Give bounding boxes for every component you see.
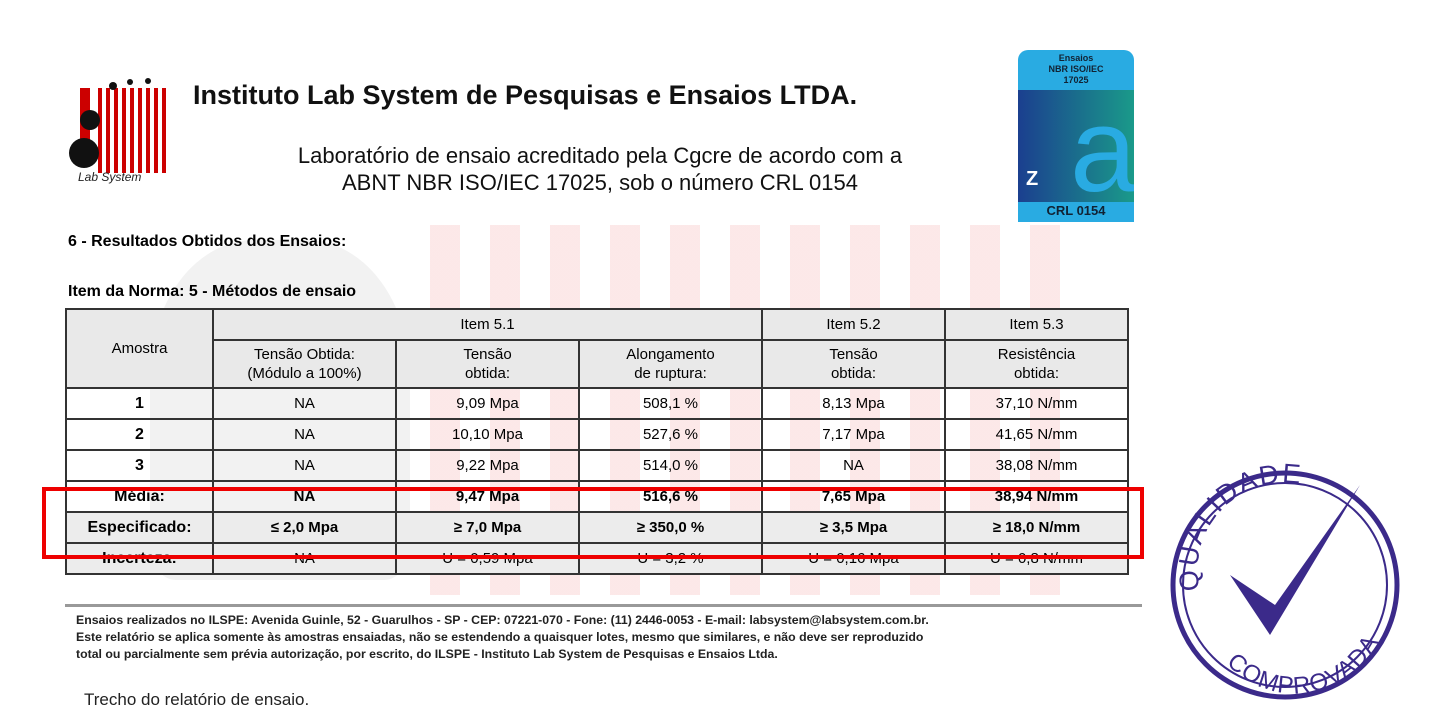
header-group: Item 5.3 — [944, 308, 1129, 341]
row-label: Média: — [65, 480, 214, 513]
table-cell: 38,94 N/mm — [944, 480, 1129, 513]
row-label: 1 — [65, 387, 214, 420]
seal-a-mark: a Z — [1018, 90, 1134, 202]
section-title: 6 - Resultados Obtidos dos Ensaios: — [68, 233, 347, 250]
table-cell: 8,13 Mpa — [761, 387, 946, 420]
table-cell: 38,08 N/mm — [944, 449, 1129, 482]
footer-line: total ou parcialmente sem prévia autoriz… — [76, 647, 778, 661]
subtitle-line-1: Laboratório de ensaio acreditado pela Cg… — [297, 143, 903, 168]
svg-text:QUALIDADE: QUALIDADE — [1173, 458, 1304, 592]
footer-line: Ensaios realizados no ILSPE: Avenida Gui… — [76, 613, 929, 627]
table-row: Média: NA 9,47 Mpa 516,6 % 7,65 Mpa 38,94 N/m… — [65, 480, 1129, 513]
table-cell: 527,6 % — [578, 418, 763, 451]
accreditation-text: Laboratório de ensaio acreditado pela Cg… — [200, 142, 1000, 196]
table-cell: 37,10 N/mm — [944, 387, 1129, 420]
item-norma: Item da Norma: 5 - Métodos de ensaio — [68, 283, 357, 300]
lab-system-logo: Lab System — [68, 78, 178, 188]
table-row: 2 NA 10,10 Mpa 527,6 % 7,17 Mpa 41,65 N/mm — [65, 418, 1129, 451]
seal-line: NBR ISO/IEC — [1048, 64, 1104, 74]
footer-note: Ensaios realizados no ILSPE: Avenida Gui… — [76, 612, 929, 663]
table-cell: ≥ 350,0 % — [578, 511, 763, 544]
quality-stamp: QUALIDADE COMPROVADA — [1160, 455, 1410, 705]
table-cell: NA — [761, 449, 946, 482]
results-table: Amostra Item 5.1 Item 5.2 Item 5.3 Tensã… — [65, 308, 1129, 575]
footer-line: Este relatório se aplica somente às amos… — [76, 630, 924, 644]
seal-code: CRL 0154 — [1046, 203, 1106, 218]
table-cell: NA — [212, 418, 397, 451]
subtitle-line-2: ABNT NBR ISO/IEC 17025, sob o número CRL… — [341, 170, 859, 195]
table-cell: ≤ 2,0 Mpa — [212, 511, 397, 544]
caption: Trecho do relatório de ensaio. — [84, 690, 310, 709]
table-row: Especificado: ≤ 2,0 Mpa ≥ 7,0 Mpa ≥ 350,0 %… — [65, 511, 1129, 544]
subheader: Tensão Obtida: (Módulo a 100%) — [212, 339, 397, 389]
subheader: Resistência obtida: — [944, 339, 1129, 389]
seal-line: 17025 — [1063, 75, 1089, 85]
header-group: Item 5.1 — [212, 308, 763, 341]
table-cell: NA — [212, 480, 397, 513]
institute-title: Instituto Lab System de Pesquisas e Ensa… — [193, 80, 858, 110]
header-group: Item 5.2 — [761, 308, 946, 341]
subheader: Tensão obtida: — [395, 339, 580, 389]
accreditation-seal: Ensaios NBR ISO/IEC 17025 a Z CRL 0154 — [1018, 50, 1134, 222]
svg-text:Lab System: Lab System — [78, 170, 141, 184]
row-label: 3 — [65, 449, 214, 482]
table-cell: 9,22 Mpa — [395, 449, 580, 482]
table-cell: ≥ 7,0 Mpa — [395, 511, 580, 544]
table-cell: ≥ 3,5 Mpa — [761, 511, 946, 544]
table-row: 1 NA 9,09 Mpa 508,1 % 8,13 Mpa 37,10 N/mm — [65, 387, 1129, 420]
header-label: Amostra — [111, 340, 168, 357]
check-mark-icon — [1230, 485, 1360, 635]
table-cell: NA — [212, 449, 397, 482]
subheader: Tensão obtida: — [761, 339, 946, 389]
table-cell: 514,0 % — [578, 449, 763, 482]
table-cell: NA — [212, 387, 397, 420]
table-cell: 10,10 Mpa — [395, 418, 580, 451]
seal-line: Ensaios — [1058, 53, 1094, 63]
table-row: 3 NA 9,22 Mpa 514,0 % NA 38,08 N/mm — [65, 449, 1129, 482]
table-cell: 9,09 Mpa — [395, 387, 580, 420]
divider — [65, 604, 1142, 607]
table-cell: 508,1 % — [578, 387, 763, 420]
row-label: 2 — [65, 418, 214, 451]
table-cell: 41,65 N/mm — [944, 418, 1129, 451]
row-label: Especificado: — [65, 511, 214, 544]
table-cell: 7,65 Mpa — [761, 480, 946, 513]
header-amostra: Amostra — [65, 308, 214, 389]
highlight-box — [42, 487, 1144, 559]
subheader: Alongamento de ruptura: — [578, 339, 763, 389]
table-cell: 7,17 Mpa — [761, 418, 946, 451]
table-cell: ≥ 18,0 N/mm — [944, 511, 1129, 544]
table-cell: 9,47 Mpa — [395, 480, 580, 513]
table-cell: 516,6 % — [578, 480, 763, 513]
